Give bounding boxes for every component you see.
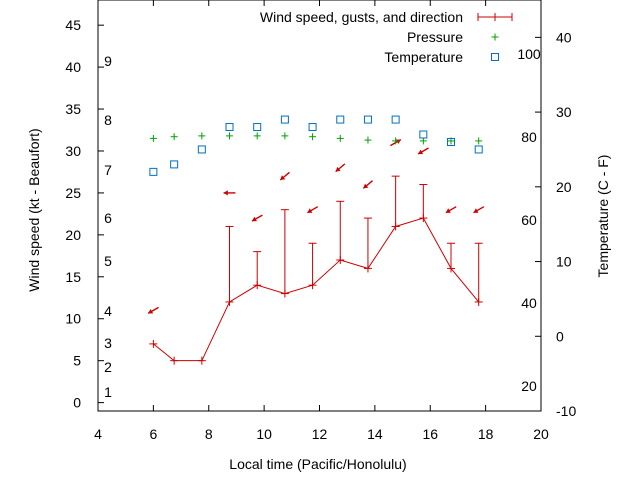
- beaufort-label: 9: [104, 53, 112, 69]
- legend-label-wind: Wind speed, gusts, and direction: [260, 9, 463, 25]
- legend-sample-temperature: [491, 53, 499, 61]
- temperature-point: [391, 115, 400, 124]
- temperature-point: [474, 145, 483, 154]
- x-axis-ticks: 4 6 8 10 12 14 16 18 20: [94, 0, 549, 442]
- wind-direction-arrowhead: [445, 208, 451, 213]
- x-tick-label: 12: [312, 426, 328, 442]
- legend-label-temperature: Temperature: [384, 49, 463, 65]
- beaufort-label: 2: [104, 359, 112, 375]
- beaufort-label: 7: [104, 162, 112, 178]
- wind-direction-arrowhead: [335, 166, 341, 172]
- x-axis-label: Local time (Pacific/Honolulu): [229, 456, 406, 472]
- temperature-point: [197, 145, 206, 154]
- wind-direction-arrowhead: [223, 190, 228, 196]
- y2-tick-label: 10: [556, 254, 572, 270]
- beaufort-scale-labels: 1 2 3 4 5 6 7 8 9: [104, 53, 112, 400]
- y-tick-label: 15: [65, 269, 81, 285]
- wind-direction-arrowhead: [280, 175, 286, 180]
- x-tick-label: 4: [94, 426, 102, 442]
- legend: Wind speed, gusts, and direction Pressure…: [260, 9, 513, 65]
- wind-direction-arrowhead: [473, 208, 479, 213]
- y2-tick-label: 30: [556, 104, 572, 120]
- x-tick-label: 18: [478, 426, 494, 442]
- temperature-point: [308, 123, 317, 132]
- temperature-series: [149, 115, 483, 176]
- pressure-series: [149, 132, 483, 145]
- fahrenheit-label: 80: [521, 129, 537, 145]
- x-tick-label: 20: [533, 426, 549, 442]
- y-tick-label: 40: [65, 59, 81, 75]
- y-tick-label: 35: [65, 101, 81, 117]
- y-tick-label: 25: [65, 185, 81, 201]
- temperature-point: [363, 115, 372, 124]
- y2-tick-label: 0: [556, 328, 564, 344]
- beaufort-label: 3: [104, 335, 112, 351]
- x-tick-label: 10: [256, 426, 272, 442]
- x-tick-label: 16: [422, 426, 438, 442]
- y-tick-label: 20: [65, 227, 81, 243]
- fahrenheit-label: 60: [521, 212, 537, 228]
- wind-direction-arrowhead: [252, 216, 258, 222]
- y2-tick-label: 20: [556, 179, 572, 195]
- y-tick-label: 10: [65, 311, 81, 327]
- y2-tick-label: 40: [556, 29, 572, 45]
- y-axis-label: Wind speed (kt - Beaufort): [26, 128, 42, 291]
- fahrenheit-label: 40: [521, 295, 537, 311]
- wind-direction-arrowhead: [418, 149, 424, 155]
- x-tick-label: 6: [149, 426, 157, 442]
- y-tick-label: 30: [65, 143, 81, 159]
- temperature-point: [170, 160, 179, 169]
- beaufort-label: 1: [104, 384, 112, 400]
- beaufort-label: 5: [104, 253, 112, 269]
- temperature-point: [280, 115, 289, 124]
- temperature-point: [253, 123, 262, 132]
- y-tick-label: 5: [73, 353, 81, 369]
- fahrenheit-label: 20: [521, 378, 537, 394]
- temperature-point: [225, 123, 234, 132]
- y2-tick-label: -10: [556, 403, 576, 419]
- x-tick-label: 8: [205, 426, 213, 442]
- beaufort-label: 6: [104, 210, 112, 226]
- wind-direction-arrowhead: [307, 208, 313, 213]
- y2-axis-label: Temperature (C - F): [595, 155, 611, 278]
- beaufort-label: 4: [104, 303, 112, 319]
- temperature-point: [447, 137, 456, 146]
- legend-label-pressure: Pressure: [407, 29, 463, 45]
- temperature-point: [149, 167, 158, 176]
- y-tick-label: 0: [73, 395, 81, 411]
- wind-direction-arrowhead: [363, 183, 369, 189]
- temperature-point: [336, 115, 345, 124]
- beaufort-label: 8: [104, 112, 112, 128]
- x-tick-label: 14: [367, 426, 383, 442]
- y2-axis-ticks: -10 0 10 20 30 40: [535, 29, 576, 419]
- y-tick-label: 45: [65, 17, 81, 33]
- wind-speed-series: [147, 138, 485, 365]
- fahrenheit-label: 100: [517, 46, 541, 62]
- temperature-point: [419, 130, 428, 139]
- fahrenheit-scale-labels: 20 40 60 80 100: [517, 46, 541, 394]
- y-axis-ticks: 0 5 10 15 20 25 30 35 40 45: [65, 17, 104, 411]
- wind-direction-arrowhead: [148, 308, 154, 314]
